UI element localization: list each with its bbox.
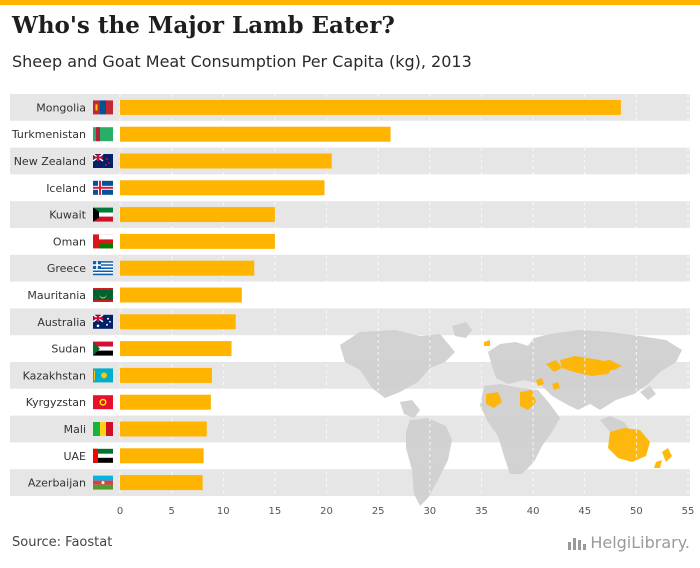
greece-flag-icon [93,261,113,276]
library-icon [568,536,587,550]
bar-oman [120,233,275,249]
bar-australia [120,314,236,330]
azerbaijan-flag-icon [93,475,113,490]
category-label: New Zealand [14,155,86,168]
category-label: Kazakhstan [23,369,86,382]
source-note: Source: Faostat [12,535,113,550]
category-label: Oman [53,235,86,248]
bar-mali [120,421,207,437]
bar-mongolia [120,99,621,115]
x-tick-label: 45 [578,506,591,517]
x-tick-label: 0 [117,506,123,517]
kuwait-flag-icon [93,207,113,222]
helgilibrary-logo: HelgiLibrary. [568,533,690,552]
iceland-flag-icon [93,180,113,195]
category-label: Turkmenistan [11,128,86,141]
x-tick-label: 55 [682,506,695,517]
x-tick-label: 5 [168,506,174,517]
bar-kyrgyzstan [120,394,211,410]
world-map-icon [340,322,682,506]
category-label: Australia [37,316,86,329]
x-tick-label: 50 [630,506,643,517]
bar-sudan [120,341,232,357]
oman-flag-icon [93,234,113,249]
mongolia-flag-icon [93,100,113,115]
bar-kazakhstan [120,367,212,383]
chart-title: Who's the Major Lamb Eater? [12,12,395,39]
bar-mauritania [120,287,242,303]
bar-kuwait [120,207,275,223]
category-label: Mali [64,423,86,436]
x-tick-label: 35 [475,506,488,517]
sudan-flag-icon [93,341,113,356]
category-label: Mauritania [27,289,86,302]
bar-greece [120,260,255,276]
category-label: Greece [47,262,86,275]
x-tick-label: 10 [217,506,230,517]
bar-turkmenistan [120,126,391,142]
uae-flag-icon [93,448,113,463]
category-label: Azerbaijan [28,477,86,490]
new-zealand-flag-icon [92,153,113,168]
bar-uae [120,448,204,464]
mali-flag-icon [93,422,113,436]
x-tick-label: 40 [527,506,540,517]
bar-iceland [120,180,325,196]
x-tick-label: 15 [269,506,282,517]
chart-subtitle: Sheep and Goat Meat Consumption Per Capi… [12,52,472,71]
bar-azerbaijan [120,475,203,491]
turkmenistan-flag-icon [93,127,113,142]
category-label: Iceland [46,182,86,195]
mauritania-flag-icon [93,288,113,302]
top-accent-bar [0,0,700,5]
brand-name: HelgiLibrary. [590,533,690,552]
category-label: UAE [63,450,86,463]
kazakhstan-flag-icon [93,368,113,383]
bar-new-zealand [120,153,332,169]
category-label: Kuwait [49,209,86,222]
x-tick-label: 30 [423,506,436,517]
category-label: Kyrgyzstan [26,396,86,409]
australia-flag-icon [92,314,113,329]
category-label: Mongolia [36,101,86,114]
kyrgyzstan-flag-icon [93,395,113,410]
category-label: Sudan [51,343,86,356]
x-tick-label: 25 [372,506,385,517]
x-tick-label: 20 [320,506,333,517]
